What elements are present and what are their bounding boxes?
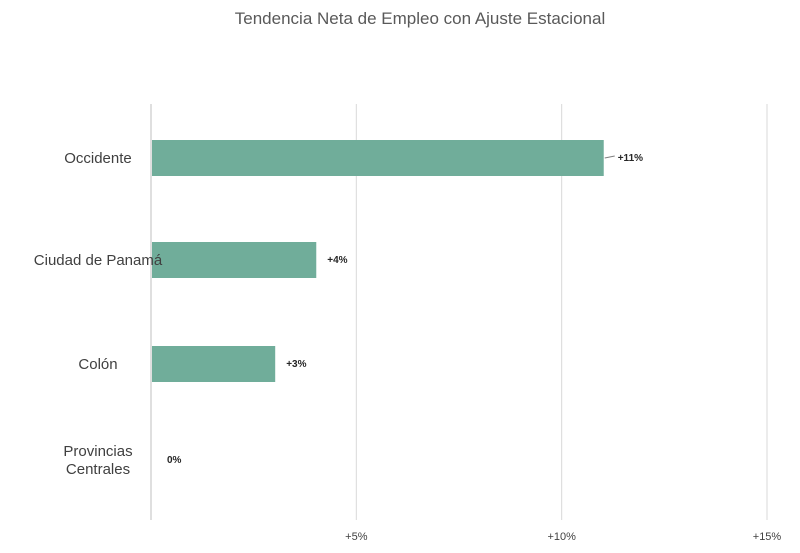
category-label: Ciudad de Panamá: [34, 252, 163, 269]
bar: [152, 242, 317, 278]
data-label: +11%: [618, 153, 643, 164]
x-tick-label: +15%: [753, 531, 782, 543]
bars: [152, 140, 615, 382]
category-label: Provincias Centrales: [63, 443, 132, 478]
chart-title: Tendencia Neta de Empleo con Ajuste Esta…: [235, 9, 605, 28]
x-tick-label: +5%: [345, 531, 368, 543]
data-label: 0%: [167, 455, 182, 466]
x-tick-label: +10%: [547, 531, 576, 543]
labels: +5% +10% +15% +11% Occidente +4% Ciudad de Pan…: [34, 150, 782, 543]
bar: [152, 140, 604, 176]
bar: [152, 346, 276, 382]
data-label-leader: [604, 155, 615, 159]
data-label: +4%: [327, 255, 347, 266]
category-label: Colón: [78, 356, 117, 373]
category-label: Occidente: [64, 150, 132, 167]
data-label: +3%: [286, 359, 306, 370]
